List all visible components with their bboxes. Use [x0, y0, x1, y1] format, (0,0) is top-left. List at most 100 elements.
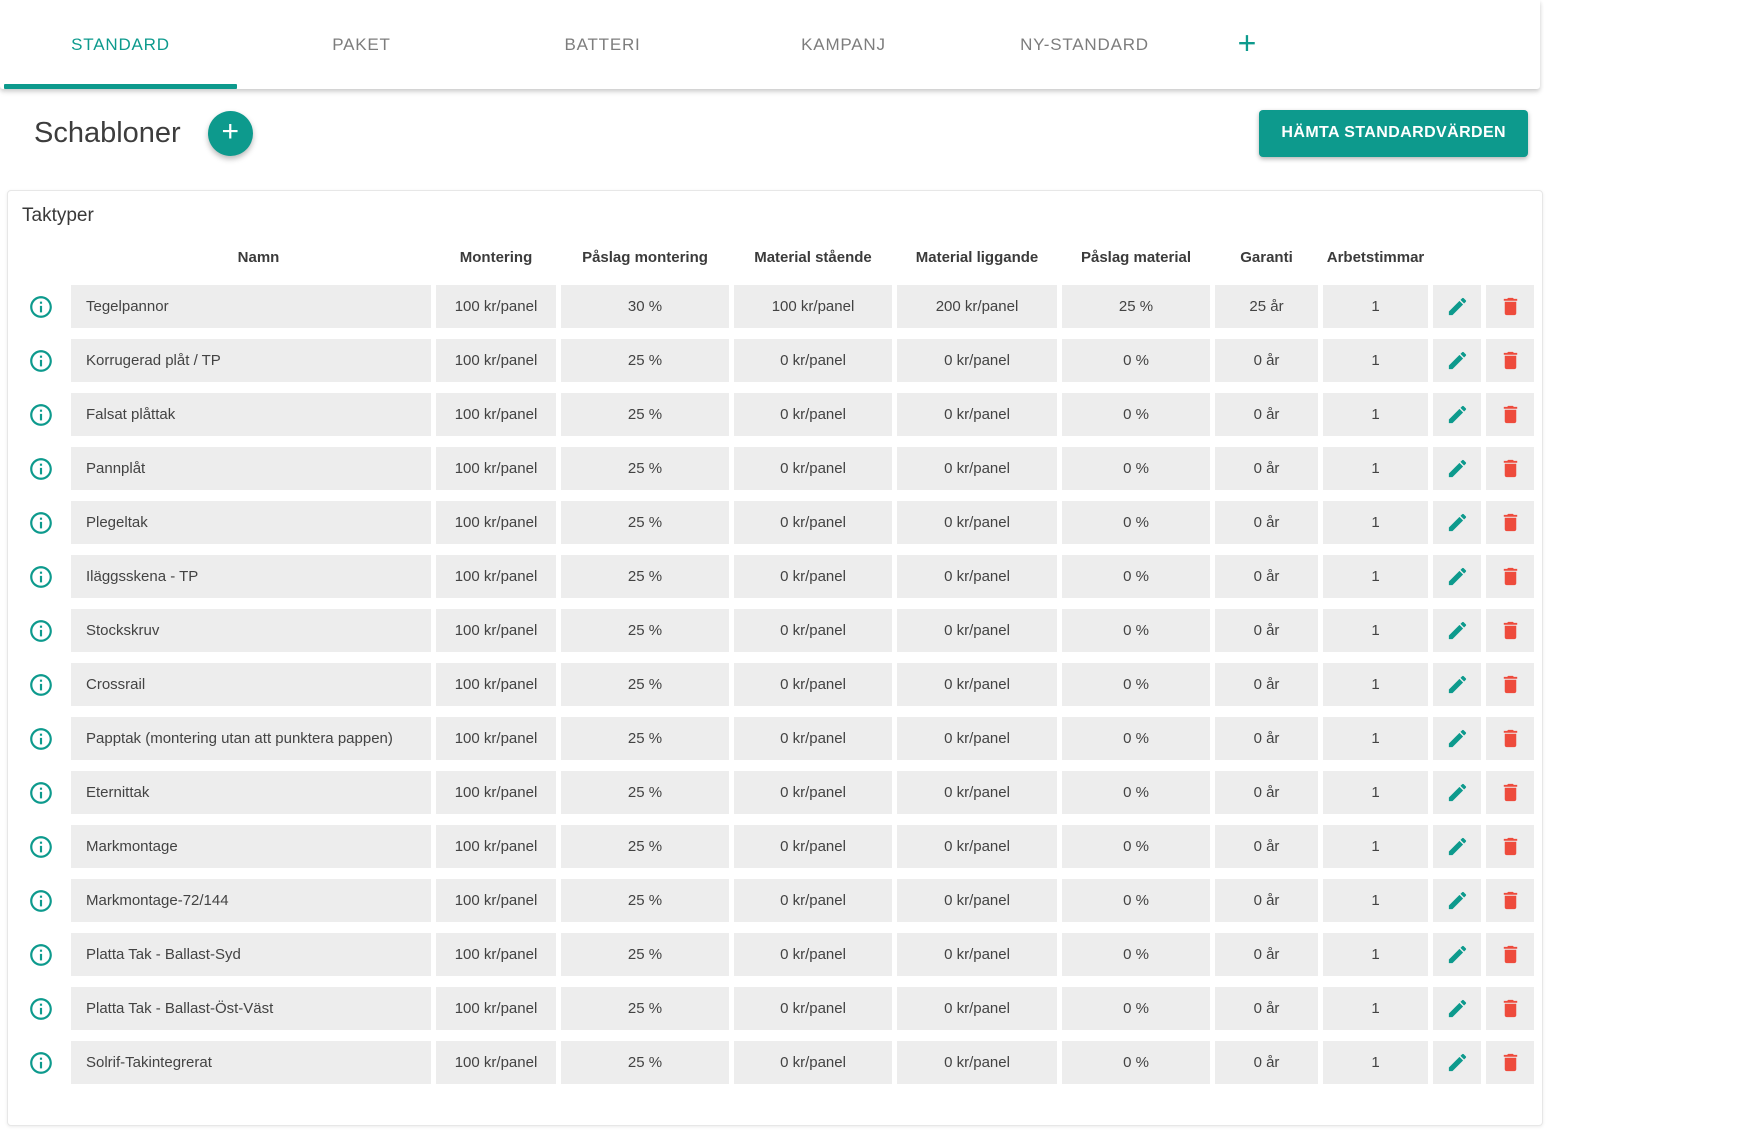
delete-row-button[interactable] [1486, 447, 1534, 490]
table-row: Eternittak 100 kr/panel 25 % 0 kr/panel … [16, 771, 1534, 814]
cell-material-liggande: 0 kr/panel [897, 663, 1057, 706]
column-header-paslag-montering: Påslag montering [582, 248, 708, 266]
cell-paslag-material: 25 % [1062, 285, 1210, 328]
info-icon[interactable] [16, 672, 66, 698]
tab-standard[interactable]: STANDARD [0, 0, 241, 89]
cell-material-liggande: 0 kr/panel [897, 933, 1057, 976]
delete-row-button[interactable] [1486, 339, 1534, 382]
delete-row-button[interactable] [1486, 879, 1534, 922]
edit-row-button[interactable] [1433, 663, 1481, 706]
delete-row-button[interactable] [1486, 285, 1534, 328]
edit-row-button[interactable] [1433, 825, 1481, 868]
page-header: Schabloner + HÄMTA STANDARDVÄRDEN [0, 89, 1540, 177]
add-schablon-button[interactable]: + [207, 110, 253, 156]
edit-row-button[interactable] [1433, 393, 1481, 436]
cell-paslag-material: 0 % [1062, 447, 1210, 490]
delete-row-button[interactable] [1486, 717, 1534, 760]
info-icon[interactable] [16, 510, 66, 536]
edit-row-button[interactable] [1433, 879, 1481, 922]
pencil-icon [1433, 393, 1481, 436]
info-icon[interactable] [16, 564, 66, 590]
table-title: Taktyper [22, 205, 94, 226]
cell-paslag-material: 0 % [1062, 501, 1210, 544]
info-icon[interactable] [16, 888, 66, 914]
edit-row-button[interactable] [1433, 1041, 1481, 1084]
trash-icon [1486, 501, 1534, 544]
cell-material-staende: 0 kr/panel [734, 555, 892, 598]
tab-bar: STANDARD PAKET BATTERI KAMPANJ NY-STANDA… [0, 0, 1540, 89]
tab-label: NY-STANDARD [1020, 34, 1149, 54]
info-icon[interactable] [16, 996, 66, 1022]
info-icon[interactable] [16, 1050, 66, 1076]
column-header-paslag-material: Påslag material [1080, 248, 1192, 266]
delete-row-button[interactable] [1486, 1041, 1534, 1084]
column-header-garanti: Garanti [1240, 248, 1293, 266]
cell-montering: 100 kr/panel [436, 825, 556, 868]
tab-ny-standard[interactable]: NY-STANDARD [964, 0, 1205, 89]
table-row: Markmontage-72/144 100 kr/panel 25 % 0 k… [16, 879, 1534, 922]
cell-arbetstimmar: 1 [1323, 771, 1428, 814]
info-icon[interactable] [16, 402, 66, 428]
page-title: Schabloner [34, 116, 181, 149]
pencil-icon [1433, 339, 1481, 382]
info-icon[interactable] [16, 618, 66, 644]
fetch-defaults-button[interactable]: HÄMTA STANDARDVÄRDEN [1259, 109, 1528, 157]
info-icon[interactable] [16, 348, 66, 374]
trash-icon [1486, 717, 1534, 760]
info-icon[interactable] [16, 942, 66, 968]
delete-row-button[interactable] [1486, 987, 1534, 1030]
edit-row-button[interactable] [1433, 609, 1481, 652]
plus-icon: + [221, 114, 239, 148]
delete-row-button[interactable] [1486, 393, 1534, 436]
add-tab-button[interactable]: + [1205, 0, 1289, 89]
delete-row-button[interactable] [1486, 825, 1534, 868]
edit-row-button[interactable] [1433, 447, 1481, 490]
delete-row-button[interactable] [1486, 771, 1534, 814]
trash-icon [1486, 339, 1534, 382]
info-icon[interactable] [16, 834, 66, 860]
cell-material-staende: 0 kr/panel [734, 339, 892, 382]
cell-material-staende: 0 kr/panel [734, 1041, 892, 1084]
edit-row-button[interactable] [1433, 555, 1481, 598]
delete-row-button[interactable] [1486, 501, 1534, 544]
edit-row-button[interactable] [1433, 285, 1481, 328]
edit-row-button[interactable] [1433, 771, 1481, 814]
cell-arbetstimmar: 1 [1323, 393, 1428, 436]
trash-icon [1486, 771, 1534, 814]
table-row: Papptak (montering utan att punktera pap… [16, 717, 1534, 760]
cell-material-staende: 0 kr/panel [734, 987, 892, 1030]
cell-namn: Stockskruv [71, 609, 431, 652]
cell-paslag-montering: 25 % [561, 825, 729, 868]
info-icon[interactable] [16, 780, 66, 806]
trash-icon [1486, 393, 1534, 436]
delete-row-button[interactable] [1486, 555, 1534, 598]
tab-batteri[interactable]: BATTERI [482, 0, 723, 89]
cell-paslag-montering: 25 % [561, 393, 729, 436]
cell-material-staende: 0 kr/panel [734, 771, 892, 814]
cell-arbetstimmar: 1 [1323, 501, 1428, 544]
info-icon[interactable] [16, 726, 66, 752]
cell-montering: 100 kr/panel [436, 447, 556, 490]
pencil-icon [1433, 609, 1481, 652]
cell-arbetstimmar: 1 [1323, 285, 1428, 328]
edit-row-button[interactable] [1433, 987, 1481, 1030]
edit-row-button[interactable] [1433, 501, 1481, 544]
edit-row-button[interactable] [1433, 717, 1481, 760]
edit-row-button[interactable] [1433, 339, 1481, 382]
trash-icon [1486, 825, 1534, 868]
cell-material-staende: 0 kr/panel [734, 933, 892, 976]
tab-label: KAMPANJ [801, 34, 886, 54]
edit-row-button[interactable] [1433, 933, 1481, 976]
delete-row-button[interactable] [1486, 933, 1534, 976]
pencil-icon [1433, 1041, 1481, 1084]
info-icon[interactable] [16, 294, 66, 320]
column-header-namn: Namn [237, 248, 280, 266]
info-icon[interactable] [16, 456, 66, 482]
delete-row-button[interactable] [1486, 609, 1534, 652]
column-header-arbetstimmar: Arbetstimmar [1326, 248, 1425, 266]
cell-material-liggande: 0 kr/panel [897, 771, 1057, 814]
tab-paket[interactable]: PAKET [241, 0, 482, 89]
tab-kampanj[interactable]: KAMPANJ [723, 0, 964, 89]
delete-row-button[interactable] [1486, 663, 1534, 706]
cell-montering: 100 kr/panel [436, 555, 556, 598]
